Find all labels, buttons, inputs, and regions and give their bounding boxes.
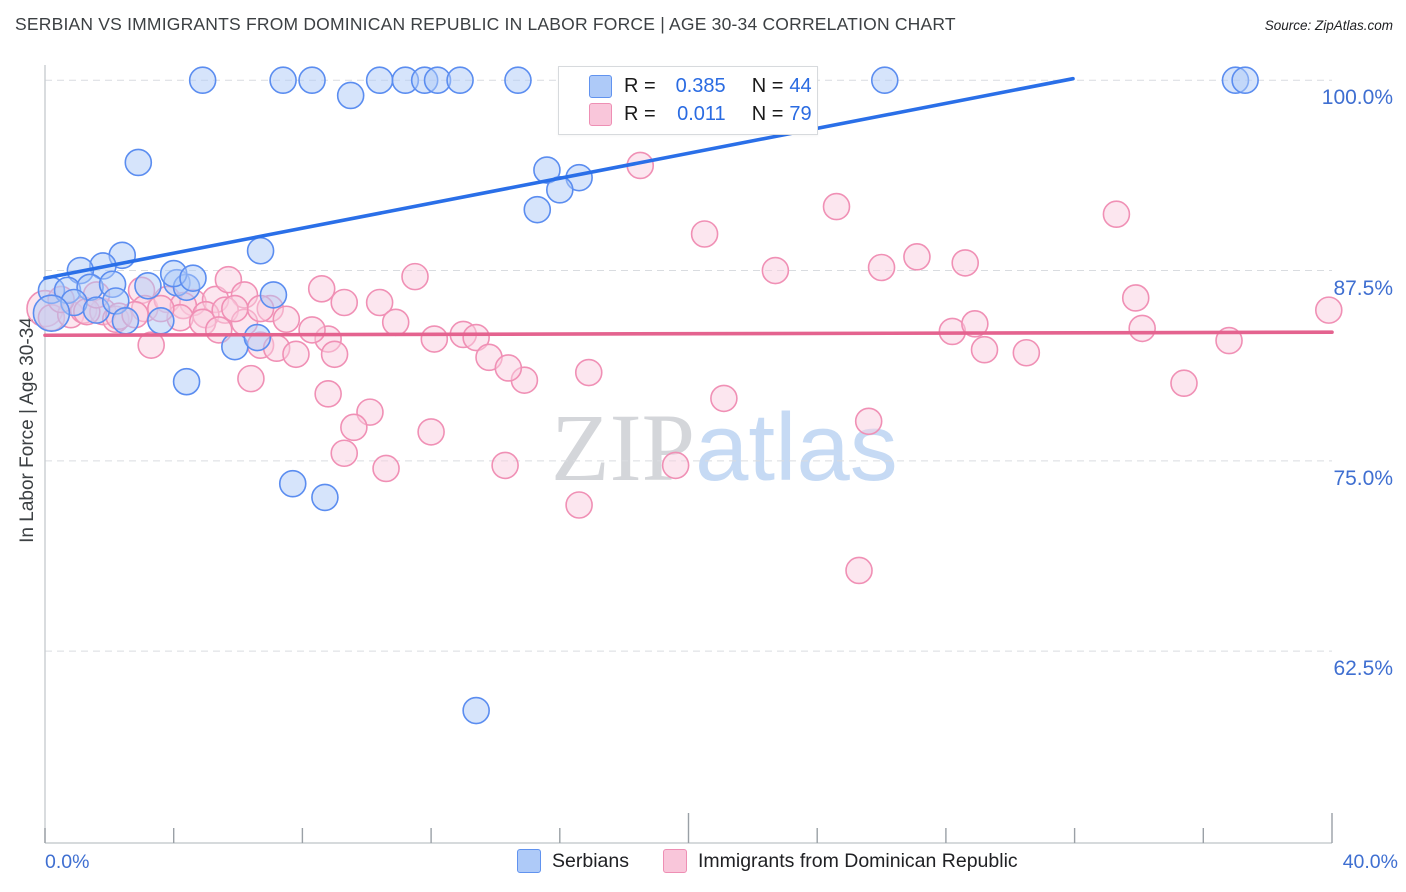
- data-point-dominican[interactable]: [565, 491, 593, 519]
- data-point-dominican[interactable]: [381, 308, 410, 337]
- n-value-dominican: 79: [789, 103, 812, 125]
- data-point-dominican[interactable]: [1128, 314, 1156, 343]
- data-point-dominican[interactable]: [307, 275, 336, 303]
- data-point-dominican[interactable]: [761, 256, 790, 285]
- legend-item-serbians: Serbians: [517, 849, 629, 873]
- x-axis-max-label: 40.0%: [1342, 851, 1398, 873]
- data-point-serbians[interactable]: [278, 469, 307, 498]
- r-value-serbians: 0.385: [675, 75, 726, 97]
- data-point-serbians[interactable]: [172, 367, 201, 396]
- legend-row-dominican: R = 0.011 N = 79: [589, 103, 817, 126]
- data-point-dominican[interactable]: [1102, 200, 1131, 229]
- data-point-dominican[interactable]: [340, 413, 368, 442]
- n-label: N =: [751, 75, 784, 97]
- data-point-dominican[interactable]: [574, 358, 603, 387]
- dominican-swatch-icon: [589, 103, 612, 126]
- data-point-serbians[interactable]: [243, 323, 272, 352]
- data-point-serbians[interactable]: [179, 264, 207, 292]
- correlation-legend-box: R = 0.385 N = 44 R = 0.011 N = 79: [558, 66, 818, 135]
- data-point-dominican[interactable]: [314, 380, 342, 408]
- data-point-dominican[interactable]: [661, 451, 690, 480]
- data-point-serbians[interactable]: [365, 66, 394, 95]
- data-point-dominican[interactable]: [401, 262, 429, 291]
- source-attribution: Source: ZipAtlas.com: [1264, 18, 1393, 33]
- y-tick-label: 87.5%: [1333, 276, 1393, 300]
- data-point-dominican[interactable]: [137, 331, 165, 359]
- data-point-dominican[interactable]: [867, 253, 896, 282]
- y-tick-label: 75.0%: [1333, 466, 1393, 490]
- page-title: SERBIAN VS IMMIGRANTS FROM DOMINICAN REP…: [15, 14, 956, 34]
- data-point-dominican[interactable]: [854, 407, 883, 436]
- data-point-serbians[interactable]: [147, 306, 175, 335]
- data-point-dominican[interactable]: [462, 323, 490, 352]
- data-point-dominican[interactable]: [822, 192, 851, 221]
- serbians-trendline: [43, 76, 1075, 280]
- legend-label-dominican: Immigrants from Dominican Republic: [697, 849, 1018, 872]
- n-value-serbians: 44: [789, 75, 812, 97]
- data-point-dominican[interactable]: [1170, 369, 1198, 398]
- data-point-serbians[interactable]: [111, 306, 140, 335]
- data-point-serbians[interactable]: [269, 66, 297, 95]
- data-point-dominican[interactable]: [237, 364, 265, 393]
- data-point-dominican[interactable]: [282, 340, 310, 369]
- legend-label-serbians: Serbians: [552, 849, 629, 872]
- data-point-serbians[interactable]: [311, 483, 339, 512]
- data-point-dominican[interactable]: [961, 310, 989, 338]
- data-point-dominican[interactable]: [221, 294, 249, 323]
- data-point-dominican[interactable]: [417, 418, 445, 446]
- data-point-dominican[interactable]: [491, 451, 519, 480]
- data-point-dominican[interactable]: [710, 384, 738, 413]
- dominican-swatch-icon: [662, 849, 687, 873]
- data-point-serbians[interactable]: [298, 66, 326, 95]
- data-point-serbians[interactable]: [870, 66, 899, 95]
- data-point-serbians[interactable]: [523, 195, 552, 224]
- data-point-serbians[interactable]: [134, 271, 162, 300]
- data-point-serbians[interactable]: [246, 236, 275, 265]
- data-point-dominican[interactable]: [330, 288, 359, 317]
- data-point-serbians[interactable]: [188, 66, 217, 95]
- r-label: R =: [624, 103, 656, 125]
- data-point-dominican[interactable]: [1314, 296, 1343, 324]
- r-value-dominican: 0.011: [677, 103, 726, 125]
- data-point-dominican[interactable]: [298, 316, 326, 344]
- dominican-trendline: [43, 330, 1334, 338]
- legend-item-dominican: Immigrants from Dominican Republic: [662, 849, 1018, 873]
- data-point-dominican[interactable]: [330, 439, 359, 468]
- data-point-serbians[interactable]: [32, 294, 71, 332]
- data-point-dominican[interactable]: [420, 325, 449, 353]
- series-legend: Serbians Immigrants from Dominican Repub…: [517, 849, 1040, 873]
- data-point-serbians[interactable]: [336, 81, 365, 110]
- data-point-dominican[interactable]: [372, 454, 400, 483]
- data-point-serbians[interactable]: [259, 281, 288, 309]
- x-axis-min-label: 0.0%: [45, 851, 90, 873]
- data-point-dominican[interactable]: [951, 249, 980, 277]
- data-point-dominican[interactable]: [1121, 284, 1150, 312]
- data-point-dominican[interactable]: [1012, 338, 1041, 367]
- data-point-dominican[interactable]: [903, 243, 931, 271]
- data-point-dominican[interactable]: [272, 305, 301, 334]
- data-point-dominican[interactable]: [494, 354, 523, 382]
- data-point-dominican[interactable]: [365, 288, 394, 317]
- data-point-dominican[interactable]: [845, 556, 873, 585]
- r-label: R =: [624, 75, 656, 97]
- y-tick-label: 62.5%: [1333, 657, 1393, 681]
- data-point-dominican[interactable]: [320, 340, 349, 369]
- y-tick-label: 100.0%: [1321, 86, 1393, 110]
- data-point-serbians[interactable]: [533, 156, 561, 184]
- legend-row-serbians: R = 0.385 N = 44: [589, 75, 817, 98]
- data-point-serbians[interactable]: [124, 148, 153, 177]
- serbians-swatch-icon: [589, 75, 612, 98]
- serbians-swatch-icon: [517, 849, 541, 873]
- data-point-serbians[interactable]: [446, 66, 474, 95]
- data-point-dominican[interactable]: [690, 220, 719, 248]
- data-point-serbians[interactable]: [504, 66, 532, 95]
- n-label: N =: [751, 103, 784, 125]
- data-point-dominican[interactable]: [970, 335, 999, 364]
- data-point-serbians[interactable]: [1231, 66, 1259, 95]
- data-point-serbians[interactable]: [462, 696, 490, 725]
